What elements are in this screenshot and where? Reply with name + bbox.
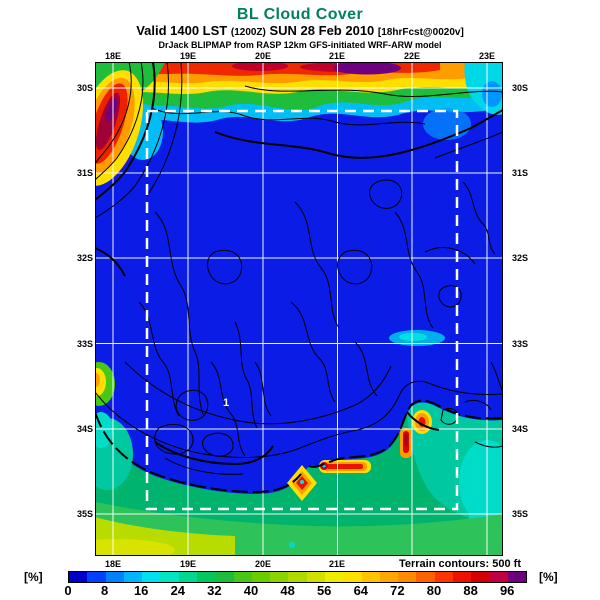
- colorbar-tick-56: 56: [316, 583, 332, 598]
- valid-date: SUN 28 Feb 2010: [269, 23, 375, 38]
- colorbar-segment-11: [270, 572, 289, 582]
- left-lat-33S: 33S: [76, 339, 93, 349]
- colorbar-tick-0: 0: [64, 583, 72, 598]
- colorbar-tick-72: 72: [390, 583, 405, 598]
- model-info-line: DrJack BLIPMAP from RASP 12km GFS-initia…: [158, 40, 442, 50]
- figure-title: BL Cloud Cover: [236, 6, 364, 23]
- terrain-contours: [95, 62, 503, 493]
- top-lon-22E: 22E: [403, 51, 420, 61]
- left-lat-32S: 32S: [76, 253, 93, 263]
- colorbar-tick-40: 40: [243, 583, 259, 598]
- colorbar-segment-3: [123, 572, 143, 582]
- coastal-hotspots: [287, 410, 432, 501]
- terrain-contour-note: Terrain contours: 500 ft: [398, 558, 521, 570]
- bottom-lon-18E: 18E: [104, 559, 121, 569]
- right-lat-31S: 31S: [511, 168, 528, 178]
- colorbar-tick-64: 64: [353, 583, 369, 598]
- northwest-cloud-maximum: [95, 62, 165, 186]
- colorbar-segment-7: [196, 572, 216, 582]
- colorbar-segment-9: [233, 572, 252, 582]
- init-time: (1200Z): [230, 27, 266, 38]
- left-lat-30S: 30S: [76, 83, 93, 93]
- colorbar-segment-5: [160, 572, 179, 582]
- colorbar-segment-21: [452, 572, 472, 582]
- colorbar-tick-8: 8: [100, 583, 109, 598]
- colorbar-tick-80: 80: [426, 583, 442, 598]
- colorbar-segment-0: [69, 572, 88, 582]
- colorbar-segment-18: [398, 572, 417, 582]
- right-lat-35S: 35S: [511, 509, 528, 519]
- colorbar-segment-22: [471, 572, 490, 582]
- map-frame: [95, 62, 503, 556]
- colorbar-segment-19: [416, 572, 435, 582]
- colorbar-segment-8: [215, 572, 234, 582]
- bottom-lon-20E: 20E: [254, 559, 271, 569]
- colorbar-segment-10: [251, 572, 271, 582]
- cloud-cover-field: 1: [95, 62, 503, 556]
- right-lat-34S: 34S: [511, 424, 528, 434]
- bottom-lon-19E: 19E: [179, 559, 196, 569]
- mid-map-patches: [95, 108, 471, 406]
- colorbar-segment-4: [142, 572, 161, 582]
- colorbar-tick-24: 24: [170, 583, 186, 598]
- valid-time-prefix: Valid 1400 LST: [136, 23, 228, 38]
- top-lon-20E: 20E: [254, 51, 271, 61]
- colorbar-segment-23: [489, 572, 508, 582]
- colorbar-segment-15: [343, 572, 362, 582]
- colorbar-segment-17: [379, 572, 399, 582]
- right-lat-32S: 32S: [511, 253, 528, 263]
- colorbar-tick-48: 48: [280, 583, 295, 598]
- unit-label-left: [%]: [24, 570, 43, 584]
- left-lat-34S: 34S: [76, 424, 93, 434]
- left-lat-31S: 31S: [76, 168, 93, 178]
- colorbar-segment-16: [361, 572, 380, 582]
- top-lon-18E: 18E: [104, 51, 121, 61]
- unit-label-right: [%]: [539, 570, 558, 584]
- forecast-tag: [18hrFcst@0020v]: [377, 27, 464, 38]
- lat-lon-grid: [95, 62, 503, 556]
- domain-box: [145, 109, 459, 511]
- top-lon-19E: 19E: [179, 51, 196, 61]
- top-lon-21E: 21E: [328, 51, 345, 61]
- colorbar-tick-32: 32: [207, 583, 222, 598]
- map-plot: 1: [95, 62, 503, 556]
- valid-time-line: Valid 1400 LST (1200Z) SUN 28 Feb 2010 […: [0, 23, 600, 38]
- right-lat-30S: 30S: [511, 83, 528, 93]
- north-cloud-band: [95, 62, 503, 124]
- colorbar-segment-20: [434, 572, 453, 582]
- colorbar-segment-12: [288, 572, 307, 582]
- colorbar-tick-16: 16: [133, 583, 149, 598]
- colorbar-segment-6: [178, 572, 197, 582]
- bottom-lon-21E: 21E: [328, 559, 345, 569]
- colorbar-segment-24: [507, 572, 527, 582]
- colorbar-segment-13: [306, 572, 325, 582]
- contour-label-1: 1: [223, 397, 229, 409]
- colorbar-tick-88: 88: [463, 583, 478, 598]
- colorbar: [68, 571, 527, 583]
- colorbar-segment-14: [324, 572, 344, 582]
- left-lat-35S: 35S: [76, 509, 93, 519]
- colorbar-segment-1: [87, 572, 106, 582]
- right-lat-33S: 33S: [511, 339, 528, 349]
- colorbar-tick-96: 96: [499, 583, 515, 598]
- south-cloud-band: [95, 402, 503, 556]
- colorbar-segment-2: [105, 572, 124, 582]
- top-lon-23E: 23E: [478, 51, 495, 61]
